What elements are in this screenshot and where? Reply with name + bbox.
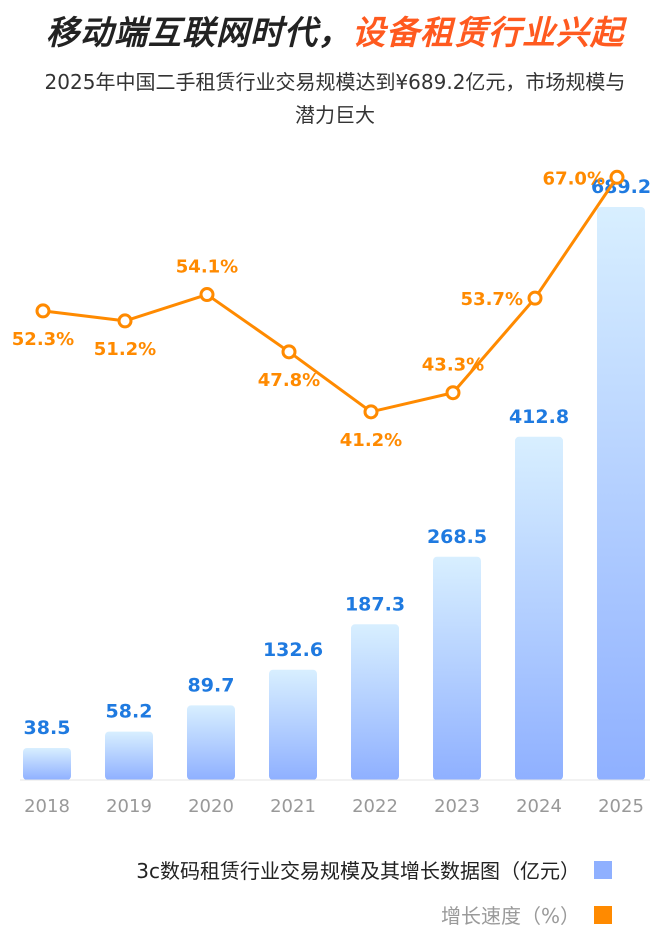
chart-subtitle: 2025年中国二手租赁行业交易规模达到¥689.2亿元，市场规模与潜力巨大	[44, 70, 626, 127]
growth-value-label-2021: 47.8%	[258, 370, 320, 391]
bar-2022	[351, 624, 399, 780]
growth-value-label-2019: 51.2%	[94, 339, 156, 360]
x-tick-label-2024: 2024	[516, 796, 562, 817]
legend-item-growth-rate: 增长速度（%）	[441, 900, 612, 929]
growth-point-2022	[363, 404, 379, 420]
growth-point-2018	[35, 303, 51, 319]
growth-value-label-2018: 52.3%	[12, 329, 74, 350]
bar-value-label-2024: 412.8	[509, 406, 569, 428]
bar-2025	[597, 206, 645, 780]
bar-2023	[433, 556, 481, 780]
x-tick-label-2020: 2020	[188, 796, 234, 817]
legend-swatch-line	[594, 905, 612, 924]
legend-swatch-bar	[594, 860, 612, 879]
bar-value-label-2019: 58.2	[106, 701, 153, 723]
x-tick-label-2018: 2018	[24, 796, 70, 817]
growth-value-label-2022: 41.2%	[340, 430, 402, 451]
growth-point-2021	[281, 344, 297, 360]
bar-2021	[269, 669, 317, 780]
x-tick-label-2023: 2023	[434, 796, 480, 817]
chart-headline: 移动端互联网时代，设备租赁行业兴起	[0, 6, 670, 54]
x-tick-label-2021: 2021	[270, 796, 316, 817]
growth-point-2023	[445, 385, 461, 401]
legend-label: 增长速度（%）	[440, 904, 580, 928]
growth-point-2025	[609, 169, 625, 185]
growth-rate-line	[42, 176, 619, 414]
bar-2024	[515, 436, 563, 780]
x-tick-label-2025: 2025	[598, 796, 644, 817]
bar-2018	[23, 747, 71, 780]
bar-value-label-2020: 89.7	[188, 674, 235, 696]
x-tick-label-2022: 2022	[352, 796, 398, 817]
bar-value-label-2022: 187.3	[345, 593, 405, 615]
legend-item-trade-volume: 3c数码租赁行业交易规模及其增长数据图（亿元）	[136, 855, 612, 884]
growth-point-2019	[117, 313, 133, 329]
bar-value-label-2018: 38.5	[24, 717, 71, 739]
growth-point-2020	[199, 287, 215, 303]
bar-value-label-2023: 268.5	[427, 526, 487, 548]
bar-2019	[105, 731, 153, 780]
bar-2020	[187, 705, 235, 780]
growth-value-label-2023: 43.3%	[422, 355, 484, 376]
growth-value-label-2025: 67.0%	[543, 168, 605, 189]
bar-value-label-2021: 132.6	[263, 639, 323, 661]
growth-value-label-2020: 54.1%	[176, 257, 238, 278]
headline-accent: 设备租赁行业兴起	[352, 13, 624, 52]
headline-main: 移动端互联网时代，	[46, 13, 352, 52]
growth-value-label-2024: 53.7%	[461, 289, 523, 310]
legend-label: 3c数码租赁行业交易规模及其增长数据图（亿元）	[136, 859, 580, 883]
x-tick-label-2019: 2019	[106, 796, 152, 817]
growth-point-2024	[527, 290, 543, 306]
